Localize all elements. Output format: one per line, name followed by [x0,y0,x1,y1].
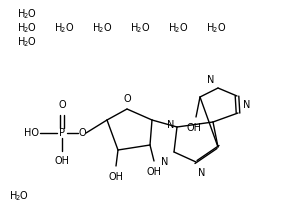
Text: N: N [243,100,251,110]
Text: N: N [207,75,214,85]
Text: OH: OH [108,172,123,182]
Text: HO: HO [24,128,39,138]
Text: H: H [131,23,138,33]
Text: N: N [167,120,174,130]
Text: 2: 2 [24,41,28,47]
Text: OH: OH [186,123,201,133]
Text: 2: 2 [15,195,20,201]
Text: 2: 2 [24,13,28,19]
Text: H: H [18,9,25,19]
Text: 2: 2 [60,27,65,33]
Text: O: O [28,23,36,33]
Text: 2: 2 [174,27,179,33]
Text: O: O [28,37,36,47]
Text: O: O [20,191,28,201]
Text: H: H [207,23,214,33]
Text: H: H [169,23,177,33]
Text: 2: 2 [137,27,141,33]
Text: OH: OH [55,156,69,166]
Text: H: H [55,23,62,33]
Text: O: O [78,128,86,138]
Text: H: H [93,23,100,33]
Text: O: O [65,23,73,33]
Text: O: O [58,100,66,110]
Text: O: O [28,9,36,19]
Text: P: P [59,128,65,138]
Text: 2: 2 [212,27,217,33]
Text: O: O [123,94,131,104]
Text: O: O [217,23,225,33]
Text: N: N [198,168,205,178]
Text: 2: 2 [99,27,103,33]
Text: H: H [18,37,25,47]
Text: 2: 2 [24,27,28,33]
Text: N: N [161,157,168,167]
Text: O: O [141,23,149,33]
Text: H: H [10,191,17,201]
Text: O: O [179,23,187,33]
Text: H: H [18,23,25,33]
Text: O: O [103,23,111,33]
Text: OH: OH [146,167,161,177]
